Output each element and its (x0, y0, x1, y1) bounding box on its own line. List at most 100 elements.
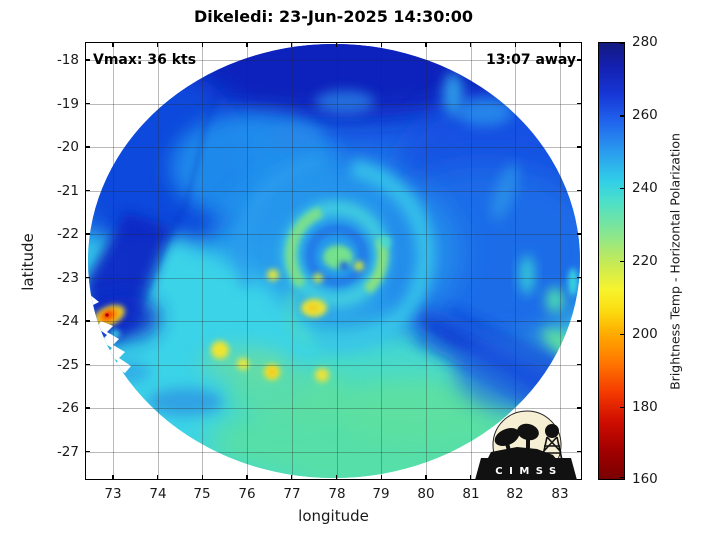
gridline (85, 234, 582, 235)
x-tick-label: 83 (551, 486, 569, 502)
y-tick-label: -20 (56, 139, 79, 155)
tick-mark (85, 320, 90, 322)
tick-mark (85, 102, 90, 105)
x-tick-label: 78 (328, 486, 346, 502)
tick-mark (577, 276, 582, 279)
tick-mark (469, 475, 472, 480)
logo-text: CIMSS (495, 466, 562, 477)
tick-mark (577, 233, 582, 235)
tick-mark (559, 42, 561, 47)
tick-mark (85, 189, 90, 192)
tick-mark (577, 450, 582, 453)
tick-mark (577, 102, 582, 105)
satellite-dish-icon (494, 427, 520, 447)
gridline (515, 42, 517, 480)
gridline (85, 60, 582, 61)
pass-time-annotation: 13:07 away (486, 52, 576, 68)
tick-mark (514, 42, 516, 47)
y-tick-label: -27 (56, 444, 79, 460)
x-tick-label: 73 (104, 486, 122, 502)
colorbar-tick-label: 180 (632, 399, 658, 415)
x-tick-label: 80 (417, 486, 435, 502)
gridline (113, 42, 114, 480)
x-tick-label: 74 (149, 486, 167, 502)
satellite-dish-icon (517, 423, 539, 441)
colorbar-tick-label: 260 (632, 107, 658, 123)
page-title: Dikeledi: 23-Jun-2025 14:30:00 (193, 7, 474, 26)
logo-ground (487, 447, 557, 460)
tick-mark (577, 407, 582, 409)
gridline (425, 42, 427, 480)
vmax-annotation: Vmax: 36 kts (93, 52, 197, 68)
tick-mark (469, 42, 472, 47)
gridline (560, 42, 561, 480)
tick-mark (425, 475, 427, 480)
brightness-temp-swath-image (88, 44, 580, 478)
colorbar-tick-label: 280 (632, 34, 658, 50)
tick-mark (85, 59, 90, 61)
x-tick-label: 75 (193, 486, 211, 502)
tick-mark (246, 475, 248, 480)
colorbar-tick-mark (620, 188, 624, 190)
gridline (291, 42, 293, 480)
tick-mark (201, 475, 204, 480)
tick-mark (291, 475, 293, 480)
gridline (381, 42, 383, 480)
tick-mark (335, 475, 338, 480)
gridline (85, 451, 582, 453)
colorbar-tick-mark (620, 261, 624, 263)
colorbar-tick-label: 220 (632, 253, 658, 269)
gridline (470, 42, 472, 480)
gridline (157, 42, 159, 480)
tick-mark (201, 42, 204, 47)
gridline (85, 190, 582, 192)
gridline (85, 147, 582, 148)
cimss-logo: CIMSS (475, 410, 577, 480)
tick-mark (577, 189, 582, 192)
tick-mark (85, 276, 90, 279)
tick-mark (335, 42, 338, 47)
logo-banner (475, 458, 577, 480)
x-tick-label: 79 (372, 486, 390, 502)
gridline (85, 103, 582, 105)
y-tick-label: -22 (56, 226, 79, 242)
y-tick-label: -25 (56, 357, 79, 373)
colorbar-tick-mark (620, 43, 624, 45)
colorbar-tick-mark (620, 115, 624, 117)
gridline (202, 42, 204, 480)
tick-mark (246, 42, 248, 47)
y-tick-label: -24 (56, 313, 79, 329)
tick-mark (380, 475, 382, 480)
gridline (85, 321, 582, 322)
tick-mark (291, 42, 293, 47)
tick-mark (112, 475, 114, 480)
gridline (85, 408, 582, 409)
colorbar-tick-label: 240 (632, 180, 658, 196)
y-tick-label: -23 (56, 270, 79, 286)
colorbar-tick-mark (620, 334, 624, 336)
tick-mark (85, 363, 90, 366)
colorbar-axis-label: Brightness Temp - Horizontal Polarizatio… (667, 133, 683, 390)
y-tick-label: -26 (56, 400, 79, 416)
water-tower-tank-icon (545, 424, 559, 438)
x-tick-label: 82 (506, 486, 524, 502)
colorbar-tick-label: 200 (632, 326, 658, 342)
colorbar-tick-label: 160 (632, 471, 658, 487)
tick-mark (577, 320, 582, 322)
tick-mark (85, 146, 90, 148)
y-tick-label: -21 (56, 183, 79, 199)
tick-mark (85, 450, 90, 453)
y-axis-label: latitude (19, 233, 37, 291)
colorbar-ticks (599, 43, 624, 479)
gridline (85, 277, 582, 279)
tick-mark (577, 146, 582, 148)
gridline (247, 42, 249, 480)
tick-mark (157, 475, 159, 480)
tick-mark (577, 59, 582, 61)
plot-area: Vmax: 36 kts 13:07 away CIMSS (85, 42, 582, 480)
tick-mark (85, 233, 90, 235)
x-tick-label: 77 (283, 486, 301, 502)
tick-mark (577, 363, 582, 366)
tick-mark (85, 407, 90, 409)
